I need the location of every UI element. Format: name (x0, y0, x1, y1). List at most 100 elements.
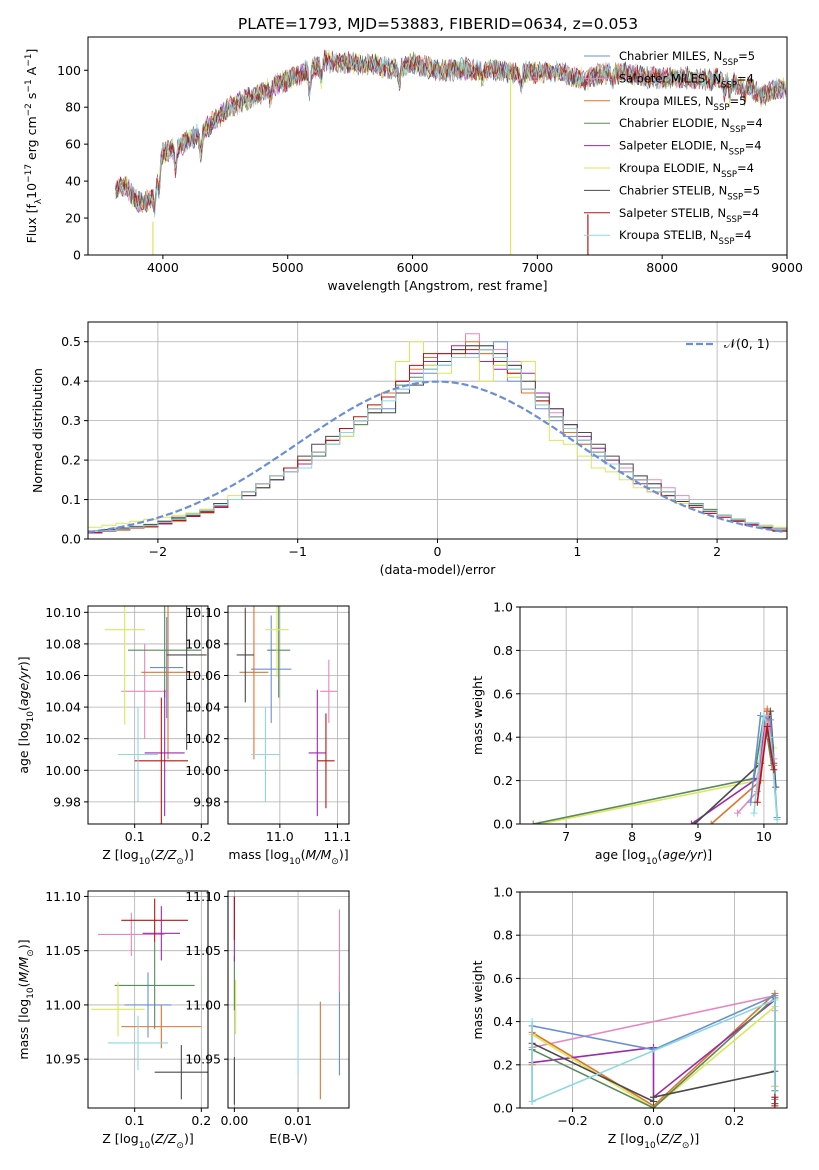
x-tick-label: 8 (628, 829, 636, 844)
y-tick-label: 1.0 (493, 885, 513, 900)
x-tick-label: −0.2 (557, 1113, 587, 1128)
weight-marker-salpeter_stelib (771, 1093, 779, 1101)
y-tick-label: 0.8 (493, 643, 513, 658)
x-tick-label: 0.00 (220, 1113, 248, 1128)
weight-marker-chabrier_elodie (650, 1104, 657, 1108)
y-tick-label: 10.00 (185, 763, 221, 778)
x-axis-label: Z [log10(Z/Z⊙)] (102, 1131, 193, 1151)
legend-label-chabrier_elodie: Chabrier ELODIE, NSSP=4 (619, 116, 763, 135)
normal-curve (88, 380, 785, 534)
y-tick-label: 60 (65, 137, 81, 152)
plot-area-spectrum (115, 49, 787, 255)
x-tick-label: 0.2 (191, 829, 211, 844)
x-tick-label: 0.1 (125, 1113, 145, 1128)
panel-spectrum: 4000 5000 6000 7000 8000 9000 0 20 40 60 80 100 wave… (24, 36, 803, 293)
y-tick-label: 10.10 (185, 605, 221, 620)
x-tick-label: 4000 (147, 260, 179, 275)
x-tick-label: 0.2 (724, 1113, 744, 1128)
y-tick-label: 0.4 (493, 730, 513, 745)
weight-marker-chabrier_miles (747, 798, 755, 806)
spectrum-line-kroupa_stelib (115, 51, 786, 218)
x-tick-label: 0.2 (191, 1113, 211, 1128)
x-axis-label: Z [log10(Z/Z⊙)] (608, 1131, 699, 1151)
x-tick-label: 0.01 (284, 1113, 312, 1128)
panel-mass_weight_vs_z: −0.2 0.0 0.2 0.0 0.2 0.4 0.6 0.8 1.0 Z [log10(Z/Z… (470, 885, 788, 1151)
spectrum-line-salpeter_stelib (115, 49, 787, 214)
x-tick-label: 0.1 (125, 829, 145, 844)
weight-marker-salpeter_stelib (753, 798, 761, 806)
weight-marker-salpeter_stelib (770, 766, 778, 774)
y-tick-label: 9.98 (193, 794, 221, 809)
axes-frame (227, 605, 350, 825)
weight-marker-kroupa_elodie (536, 820, 544, 824)
y-tick-label: 20 (65, 211, 81, 226)
x-tick-label: 8000 (646, 260, 678, 275)
y-tick-label: 10.06 (185, 668, 221, 683)
legend-label-salpeter_stelib: Salpeter STELIB, NSSP=4 (619, 206, 759, 225)
y-tick-label: 0.2 (493, 1057, 513, 1072)
y-tick-label: 10.08 (185, 636, 221, 651)
legend-label-chabrier_stelib: Chabrier STELIB, NSSP=5 (619, 183, 760, 202)
y-tick-label: 0.0 (493, 817, 513, 832)
weight-marker-kroupa_stelib (773, 816, 781, 824)
y-tick-label: 10.00 (45, 763, 81, 778)
x-axis-label: (data-model)/error (380, 562, 497, 577)
plot-area-mass_vs_ebv (233, 896, 340, 1105)
y-tick-label: 10.06 (45, 668, 81, 683)
y-tick-label: 0.5 (61, 334, 81, 349)
weight-marker-kroupa_miles (707, 820, 715, 824)
y-tick-label: 10.08 (45, 636, 81, 651)
weight-marker-salpeter_miles (734, 809, 742, 817)
y-axis-label: mass weight (470, 960, 485, 1039)
weight-marker-salpeter_stelib (763, 722, 771, 730)
y-tick-label: 0.8 (493, 928, 513, 943)
y-tick-label: 11.00 (185, 997, 221, 1012)
y-tick-label: 11.10 (185, 889, 221, 904)
weight-marker-kroupa_stelib (528, 1018, 536, 1026)
figure-title: PLATE=1793, MJD=53883, FIBERID=0634, z=0… (238, 15, 638, 33)
weight-marker-kroupa_stelib (771, 996, 779, 1004)
weight-marker-salpeter_miles (753, 787, 761, 795)
y-tick-label: 10.04 (45, 700, 81, 715)
legend-label-salpeter_miles: Salpeter MILES, NSSP=4 (619, 71, 754, 90)
y-tick-label: 0.2 (493, 773, 513, 788)
y-tick-label: 11.00 (45, 997, 81, 1012)
x-tick-label: 0.0 (644, 1113, 664, 1128)
y-tick-label: 10.95 (185, 1052, 221, 1067)
legend-label-chabrier_miles: Chabrier MILES, NSSP=5 (619, 49, 755, 68)
x-tick-label: 10 (756, 829, 772, 844)
y-tick-label: 0.1 (61, 492, 81, 507)
y-tick-label: 11.05 (185, 943, 221, 958)
x-axis-label: age [log10(age/yr)] (595, 847, 712, 867)
weight-marker-kroupa_miles (763, 705, 771, 713)
y-tick-label: 0.0 (493, 1101, 513, 1116)
axes-frame (227, 890, 350, 1109)
y-tick-label: 10.10 (45, 605, 81, 620)
plot-area-age_vs_z (104, 606, 207, 824)
x-tick-label: 5000 (272, 260, 304, 275)
y-tick-label: 0.6 (493, 971, 513, 986)
histogram-salpeter_stelib (88, 349, 787, 539)
weight-marker-chabrier_stelib (650, 1093, 657, 1101)
x-tick-label: −2 (149, 544, 167, 559)
weight-line-chabrier_elodie (533, 715, 773, 824)
y-tick-label: 0.4 (61, 374, 81, 389)
y-tick-label: 0.6 (493, 686, 513, 701)
axes-frame (87, 605, 209, 825)
weight-marker-kroupa_stelib (528, 1098, 536, 1106)
plot-area-residuals (88, 333, 787, 539)
y-tick-label: 9.98 (53, 794, 81, 809)
legend-label-kroupa_miles: Kroupa MILES, NSSP=5 (619, 94, 746, 113)
panel-mass_weight_vs_age: 7 8 9 10 0.0 0.2 0.4 0.6 0.8 1.0 age [log10(age/yr… (470, 600, 788, 867)
panel-residuals: −2 −1 0 1 2 0.0 0.1 0.2 0.3 0.4 0.5 𝒩(0, 1) (data-mo… (30, 321, 788, 577)
x-tick-label: 6000 (397, 260, 429, 275)
weight-marker-chabrier_miles (767, 716, 775, 724)
y-tick-label: 0.2 (61, 453, 81, 468)
weight-line-kroupa_stelib (531, 998, 776, 1108)
y-tick-label: 1.0 (493, 600, 513, 615)
y-tick-label: 0.3 (61, 413, 81, 428)
y-axis-label: mass [log10(M/M⊙)] (16, 939, 36, 1059)
panel-mass_vs_z: 0.1 0.2 10.95 11.00 11.05 11.10 Z [log10(Z/Z⊙)… (16, 889, 211, 1151)
weight-marker-chabrier_elodie (529, 820, 537, 824)
